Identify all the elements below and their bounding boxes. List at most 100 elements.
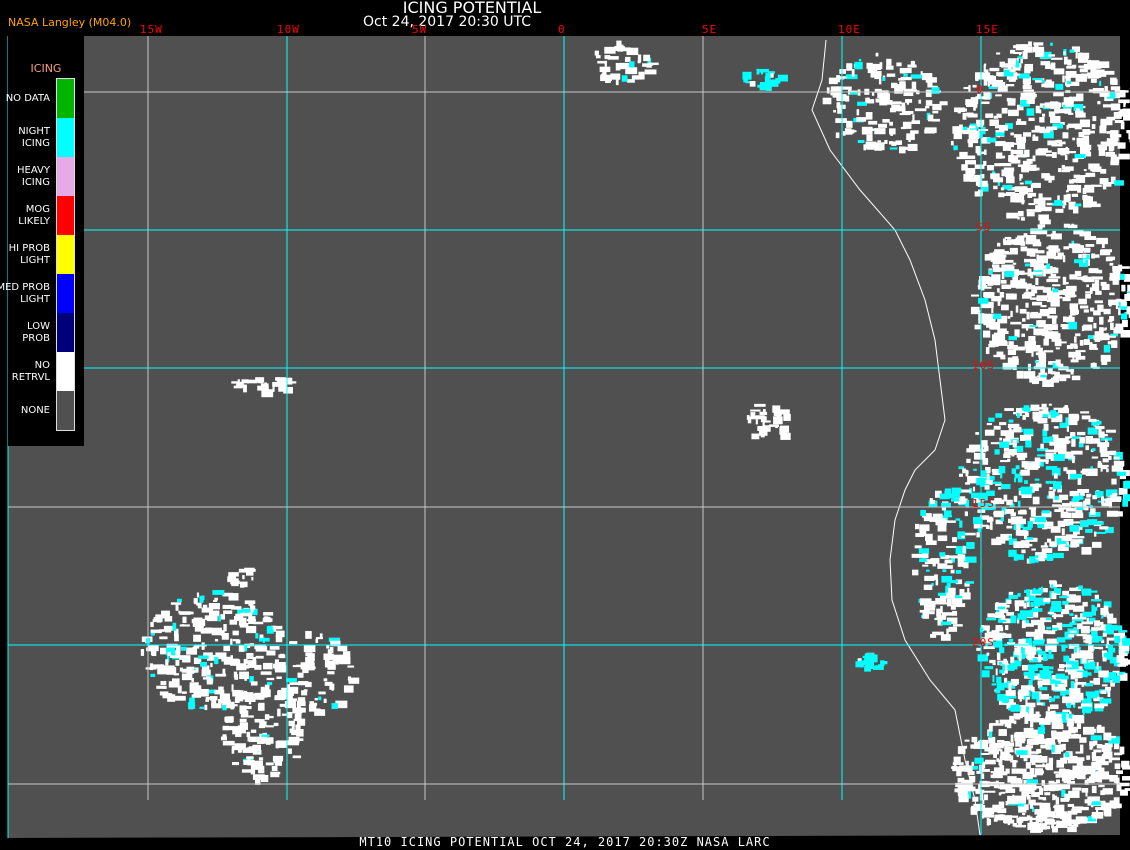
cloud-pixel (1111, 465, 1124, 472)
cloud-pixel (1042, 197, 1052, 201)
cloud-pixel (952, 762, 964, 765)
cloud-pixel (604, 55, 611, 60)
cloud-pixel (1015, 270, 1025, 275)
cloud-pixel (1064, 100, 1074, 108)
cloud-pixel (870, 71, 877, 78)
cloud-pixel (1044, 819, 1056, 825)
cloud-pixel (1019, 52, 1022, 56)
cloud-pixel (1008, 419, 1014, 423)
cloud-pixel (975, 75, 979, 78)
cloud-pixel (1098, 784, 1105, 788)
cloud-pixel (1024, 596, 1032, 601)
cloud-pixel (1079, 339, 1084, 346)
cloud-pixel (314, 697, 318, 701)
cloud-pixel (986, 516, 993, 523)
cloud-pixel (1001, 484, 1011, 490)
cloud-pixel (1044, 81, 1055, 88)
cloud-pixel (223, 658, 233, 665)
cloud-pixel (1024, 149, 1030, 158)
cloud-pixel (1013, 720, 1017, 725)
cloud-pixel (1070, 369, 1074, 375)
cloud-pixel (944, 559, 953, 564)
cloud-pixel (982, 814, 985, 819)
cloud-pixel (986, 422, 992, 426)
cloud-pixel (1043, 350, 1054, 353)
cloud-pixel (1032, 411, 1042, 420)
cloud-pixel (1075, 535, 1085, 539)
legend-swatch (57, 274, 74, 313)
cloud-pixel (261, 734, 270, 737)
cloud-pixel (1118, 487, 1128, 495)
cloud-pixel (1039, 787, 1044, 794)
cloud-pixel (1075, 507, 1083, 514)
cloud-pixel (1028, 192, 1037, 197)
cloud-pixel (1050, 377, 1060, 383)
cloud-pixel (1040, 443, 1044, 449)
cloud-pixel (1117, 497, 1122, 502)
cloud-pixel (1038, 214, 1049, 221)
cloud-pixel (1020, 99, 1030, 107)
cloud-pixel (1043, 338, 1049, 346)
cloud-pixel (292, 755, 302, 759)
cloud-pixel (1034, 809, 1047, 815)
cloud-pixel (1069, 630, 1077, 633)
cloud-pixel (1003, 815, 1013, 824)
cloud-pixel (957, 790, 968, 797)
cloud-pixel (979, 515, 990, 520)
cloud-pixel (1072, 702, 1076, 708)
cloud-pixel (1109, 315, 1115, 322)
cloud-pixel (1045, 480, 1056, 484)
cloud-pixel (951, 537, 957, 543)
cloud-pixel (950, 140, 954, 146)
cloud-pixel (977, 93, 981, 99)
cloud-pixel (957, 559, 965, 567)
cloud-pixel (1007, 458, 1011, 462)
cloud-pixel (159, 636, 168, 640)
cloud-pixel (222, 604, 235, 609)
cloud-pixel (1047, 611, 1055, 615)
cloud-pixel (750, 412, 756, 419)
cloud-pixel (1011, 149, 1024, 155)
cloud-pixel (866, 134, 873, 142)
cloud-pixel (924, 611, 935, 615)
cloud-pixel (952, 765, 958, 772)
cloud-pixel (214, 597, 218, 601)
cloud-pixel (1082, 601, 1088, 607)
cloud-pixel (1073, 692, 1084, 701)
cloud-pixel (985, 113, 994, 118)
cloud-pixel (1026, 706, 1029, 715)
lon-label: 10W (277, 23, 300, 36)
cloud-pixel (1000, 791, 1006, 794)
cloud-pixel (1086, 284, 1089, 288)
cloud-pixel (1028, 751, 1040, 754)
cloud-pixel (1033, 198, 1040, 205)
cloud-pixel (1065, 507, 1076, 512)
cloud-pixel (1068, 321, 1078, 330)
cloud-pixel (274, 667, 286, 671)
cloud-pixel (1093, 69, 1098, 75)
cloud-pixel (1071, 375, 1081, 381)
cloud-pixel (990, 641, 999, 646)
cloud-pixel (886, 73, 896, 77)
cloud-pixel (997, 328, 1007, 334)
cloud-pixel (875, 52, 879, 57)
cloud-pixel (950, 569, 955, 574)
cloud-pixel (996, 72, 1005, 77)
cloud-pixel (266, 650, 276, 656)
cloud-pixel (1054, 107, 1060, 114)
cloud-pixel (997, 606, 1006, 610)
cloud-pixel (1045, 807, 1049, 811)
cloud-pixel (964, 556, 977, 563)
cloud-pixel (1109, 262, 1114, 266)
cloud-pixel (1010, 760, 1018, 763)
cloud-pixel (994, 497, 1002, 502)
cloud-pixel (607, 56, 619, 60)
cloud-pixel (1079, 437, 1085, 444)
cloud-pixel (1068, 594, 1076, 600)
cloud-pixel (1070, 541, 1078, 548)
cloud-pixel (985, 347, 990, 354)
cloud-pixel (276, 759, 283, 766)
cloud-pixel (980, 745, 989, 749)
cloud-pixel (967, 139, 979, 144)
cloud-pixel (919, 558, 927, 563)
